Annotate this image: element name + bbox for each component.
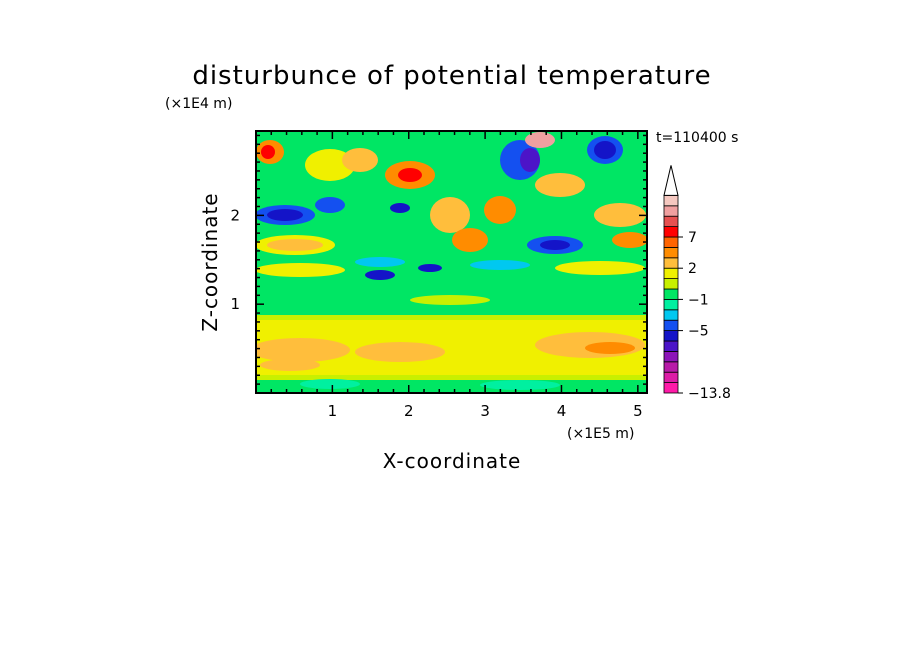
colorbar-band bbox=[663, 226, 679, 238]
x-tick-label: 1 bbox=[328, 402, 338, 420]
colorbar-band bbox=[663, 330, 679, 342]
colorbar-band bbox=[663, 246, 679, 259]
y-axis: 12 bbox=[230, 134, 647, 385]
y-tick-label: 2 bbox=[230, 206, 240, 224]
colorbar-band bbox=[663, 257, 679, 269]
colorbar-band bbox=[663, 298, 679, 311]
colorbar-band bbox=[663, 371, 679, 384]
colorbar-band bbox=[663, 288, 679, 300]
y-tick-label: 1 bbox=[230, 295, 240, 313]
colorbar-band bbox=[663, 340, 679, 352]
contour-field bbox=[256, 131, 647, 393]
plot-frame bbox=[255, 130, 648, 394]
x-tick-label: 4 bbox=[557, 402, 567, 420]
colorbar-band bbox=[663, 236, 679, 248]
colorbar-band bbox=[663, 350, 679, 363]
colorbar-band bbox=[663, 278, 679, 290]
colorbar-band bbox=[663, 205, 679, 217]
colorbar-band bbox=[663, 382, 679, 394]
time-label: t=110400 s bbox=[656, 130, 738, 146]
colorbar-band bbox=[663, 215, 679, 227]
colorbar-label: 7 bbox=[688, 230, 697, 246]
colorbar-band bbox=[663, 267, 679, 280]
chart-title: disturbunce of potential temperature bbox=[192, 61, 711, 91]
x-unit-label: (×1E5 m) bbox=[567, 426, 634, 442]
colorbar-band bbox=[663, 319, 679, 332]
colorbar-label: 2 bbox=[688, 261, 697, 277]
x-tick-label: 3 bbox=[480, 402, 490, 420]
x-tick-label: 5 bbox=[633, 402, 643, 420]
x-axis: 1 2 3 4 5 bbox=[270, 131, 643, 420]
colorbar-label: −1 bbox=[688, 292, 709, 308]
colorbar-band bbox=[663, 194, 679, 207]
y-unit-label: (×1E4 m) bbox=[165, 96, 232, 112]
colorbar: 7 2 −1 −5 −13.8 bbox=[663, 165, 731, 402]
x-tick-label: 2 bbox=[404, 402, 414, 420]
colorbar-band bbox=[663, 309, 679, 321]
colorbar-label: −13.8 bbox=[688, 386, 731, 402]
x-axis-label: X-coordinate bbox=[383, 449, 522, 473]
colorbar-label: −5 bbox=[688, 324, 709, 340]
colorbar-extend-arrow bbox=[663, 165, 679, 196]
colorbar-band bbox=[663, 361, 679, 373]
y-axis-label: Z-coordinate bbox=[198, 192, 222, 331]
